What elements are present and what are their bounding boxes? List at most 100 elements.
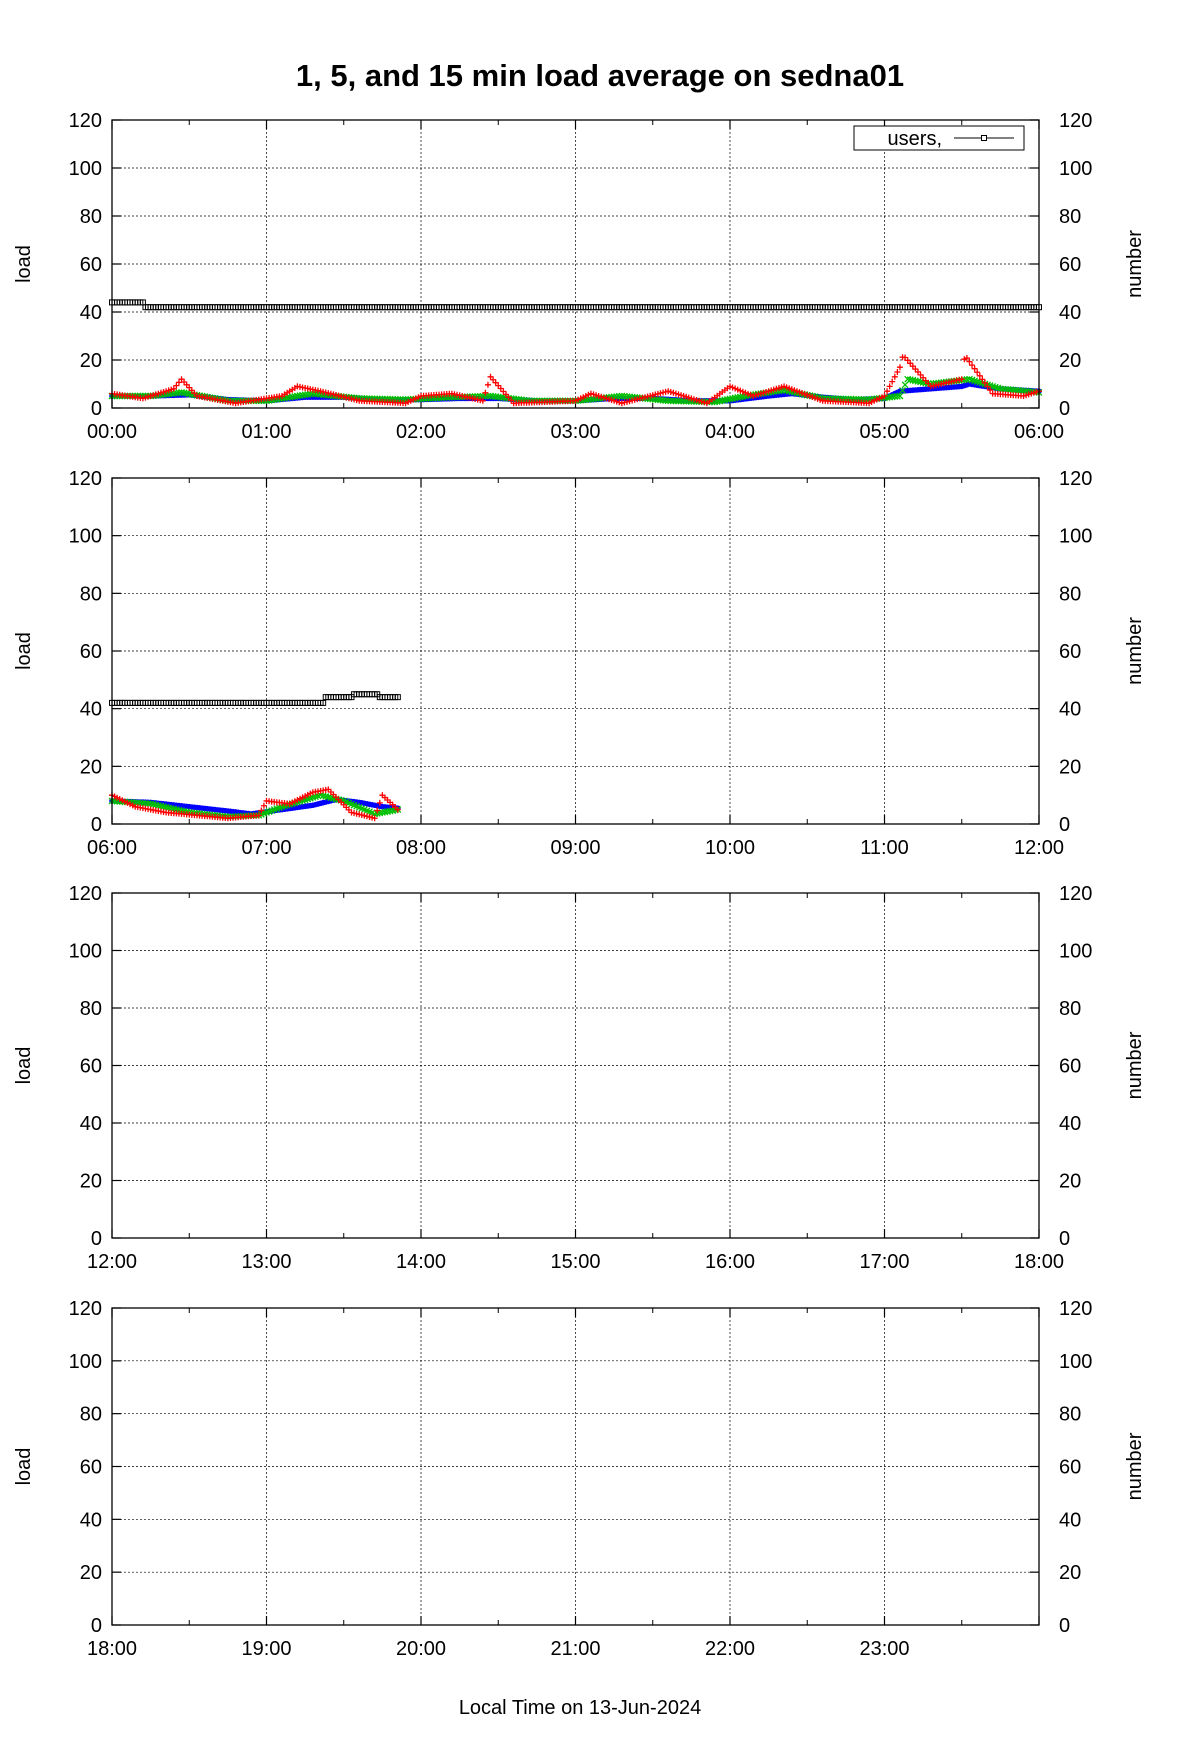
load5-point (896, 392, 904, 400)
x-tick-label: 02:00 (396, 421, 446, 443)
load5-point (731, 394, 739, 402)
y-tick-label-left: 0 (91, 1228, 102, 1250)
panel-2: 0 0 20 20 40 40 60 60 80 80 100 100 120 120 06:00 07:00… (13, 468, 1146, 859)
y-tick-label-left: 0 (91, 814, 102, 836)
load1-point (255, 812, 262, 819)
y-axis-label-right: number (1124, 1031, 1146, 1099)
users-series (109, 691, 401, 706)
load1-point (891, 373, 898, 380)
y-tick-label-right: 20 (1059, 756, 1081, 778)
y-axis-label-right: number (1124, 1432, 1146, 1500)
load5-point (615, 392, 623, 400)
y-tick-label-right: 40 (1059, 302, 1081, 324)
load1-point (981, 379, 988, 386)
load5-point (667, 397, 675, 405)
load1-point (958, 376, 965, 383)
x-tick-label: 00:00 (87, 421, 137, 443)
y-tick-label-right: 20 (1059, 1171, 1081, 1193)
load1-point (175, 379, 182, 386)
load1-point (987, 387, 994, 394)
y-tick-label-right: 40 (1059, 1113, 1081, 1135)
load1-point (896, 364, 903, 371)
chart-panels: 0 0 20 20 40 40 60 60 80 80 100 100 120 120 00:00 01:00… (13, 110, 1146, 1660)
y-tick-label-right: 120 (1059, 883, 1092, 905)
x-tick-label: 23:00 (859, 1638, 909, 1660)
y-tick-label-left: 120 (69, 883, 102, 905)
panel-4: 0 0 20 20 40 40 60 60 80 80 100 100 120 120 18:00 19:00… (13, 1298, 1146, 1660)
load1-point (371, 815, 378, 822)
load5-point (180, 389, 188, 397)
y-tick-label-left: 20 (80, 756, 102, 778)
y-tick-label-right: 120 (1059, 1298, 1092, 1320)
y-tick-label-right: 80 (1059, 998, 1081, 1020)
load5-point (175, 389, 183, 397)
x-tick-label: 05:00 (859, 421, 909, 443)
y-tick-label-left: 80 (80, 1404, 102, 1426)
load5-point (677, 397, 685, 405)
y-tick-label-right: 120 (1059, 110, 1092, 132)
load1-point (881, 393, 888, 399)
load1-point (482, 389, 489, 396)
y-tick-label-left: 120 (69, 1298, 102, 1320)
load5-point (378, 809, 386, 816)
load5-point (726, 395, 734, 403)
y-tick-label-left: 0 (91, 1615, 102, 1637)
y-tick-label-left: 100 (69, 158, 102, 180)
y-tick-label-left: 20 (80, 350, 102, 372)
users-point (320, 699, 327, 706)
load5-point (721, 396, 729, 404)
y-axis-label-right: number (1124, 617, 1146, 685)
load1-point (479, 397, 486, 404)
x-tick-label: 18:00 (1014, 1251, 1064, 1273)
load1-series (109, 354, 1042, 407)
load5-point (716, 397, 724, 405)
x-tick-label: 12:00 (87, 1251, 137, 1273)
y-tick-label-left: 20 (80, 1171, 102, 1193)
x-tick-label: 07:00 (241, 837, 291, 859)
load1-point (884, 388, 891, 395)
y-tick-label-right: 60 (1059, 641, 1081, 663)
load5-point (384, 808, 391, 815)
x-tick-label: 19:00 (241, 1638, 291, 1660)
y-tick-label-right: 60 (1059, 1056, 1081, 1078)
load1-point (969, 362, 976, 369)
y-tick-label-left: 100 (69, 1351, 102, 1373)
load1-series (109, 786, 401, 822)
y-tick-label-right: 0 (1059, 1615, 1070, 1637)
load1-point (963, 355, 970, 362)
y-axis-label-left: load (13, 632, 35, 670)
x-tick-label: 22:00 (705, 1638, 755, 1660)
y-tick-label-left: 40 (80, 699, 102, 721)
x-tick-label: 14:00 (396, 1251, 446, 1273)
y-tick-label-right: 40 (1059, 1509, 1081, 1531)
load5-point (899, 386, 906, 394)
load5-point (736, 393, 744, 401)
y-tick-label-left: 80 (80, 998, 102, 1020)
y-tick-label-left: 100 (69, 941, 102, 963)
load1-point (976, 372, 983, 379)
load5-point (718, 397, 726, 404)
x-tick-label: 11:00 (860, 837, 909, 859)
x-tick-label: 20:00 (396, 1638, 446, 1660)
y-tick-label-right: 100 (1059, 1351, 1092, 1373)
y-tick-label-left: 40 (80, 1509, 102, 1531)
y-tick-label-right: 100 (1059, 526, 1092, 548)
load1-point (170, 385, 177, 392)
load5-point (734, 394, 742, 401)
load1-point (971, 365, 978, 372)
y-tick-label-left: 60 (80, 641, 102, 663)
load1-point (889, 378, 896, 385)
y-tick-label-left: 120 (69, 110, 102, 132)
x-tick-label: 06:00 (1014, 421, 1064, 443)
chart-title: 1, 5, and 15 min load average on sedna01 (296, 58, 904, 93)
y-axis-label-right: number (1124, 230, 1146, 298)
panel-1: 0 0 20 20 40 40 60 60 80 80 100 100 120 120 00:00 01:00… (13, 110, 1146, 443)
x-tick-label: 08:00 (396, 837, 446, 859)
x-axis-label: Local Time on 13-Jun-2024 (459, 1697, 701, 1719)
load5-point (675, 397, 682, 405)
load1-point (894, 369, 901, 375)
legend-label-users: users, (888, 128, 942, 150)
plot-frame (111, 1307, 1040, 1626)
